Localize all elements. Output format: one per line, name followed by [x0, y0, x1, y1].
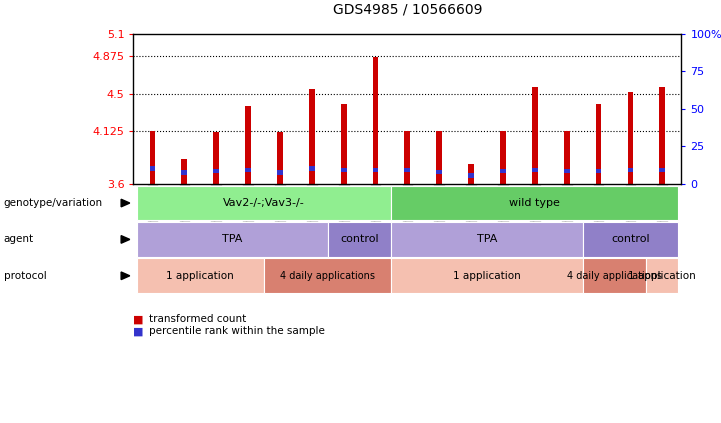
- Bar: [564, 131, 570, 184]
- Bar: [213, 169, 219, 173]
- Text: TPA: TPA: [222, 234, 242, 244]
- Bar: [309, 166, 314, 171]
- Bar: [627, 168, 633, 172]
- Text: GDS4985 / 10566609: GDS4985 / 10566609: [332, 3, 482, 17]
- Bar: [627, 92, 633, 184]
- Bar: [277, 170, 283, 175]
- Bar: [436, 132, 442, 184]
- Bar: [500, 169, 506, 173]
- Text: 4 daily applications: 4 daily applications: [567, 271, 662, 281]
- Text: 1 application: 1 application: [167, 271, 234, 281]
- Text: protocol: protocol: [4, 271, 46, 281]
- Bar: [277, 132, 283, 184]
- Text: agent: agent: [4, 234, 34, 244]
- Bar: [245, 106, 251, 184]
- Bar: [373, 168, 379, 172]
- Text: wild type: wild type: [509, 198, 560, 208]
- Bar: [182, 170, 187, 175]
- Bar: [309, 89, 314, 184]
- Bar: [468, 173, 474, 178]
- Text: control: control: [340, 234, 379, 244]
- Bar: [245, 168, 251, 172]
- Bar: [436, 170, 442, 174]
- Bar: [404, 168, 410, 172]
- Bar: [150, 131, 155, 184]
- Bar: [660, 87, 665, 184]
- Text: ■: ■: [133, 314, 144, 324]
- Bar: [660, 168, 665, 172]
- Text: control: control: [611, 234, 650, 244]
- Text: 4 daily applications: 4 daily applications: [280, 271, 375, 281]
- Bar: [468, 164, 474, 184]
- Bar: [596, 104, 601, 184]
- Text: percentile rank within the sample: percentile rank within the sample: [149, 326, 325, 336]
- Bar: [532, 168, 538, 172]
- Bar: [373, 57, 379, 184]
- Bar: [564, 169, 570, 173]
- Text: transformed count: transformed count: [149, 314, 247, 324]
- Bar: [150, 166, 155, 171]
- Bar: [213, 132, 219, 184]
- Text: 1 application: 1 application: [453, 271, 521, 281]
- Bar: [182, 159, 187, 184]
- Text: 1 application: 1 application: [629, 271, 696, 281]
- Bar: [500, 131, 506, 184]
- Text: genotype/variation: genotype/variation: [4, 198, 102, 208]
- Bar: [596, 169, 601, 173]
- Bar: [532, 87, 538, 184]
- Bar: [341, 104, 347, 184]
- Text: TPA: TPA: [477, 234, 497, 244]
- Text: ■: ■: [133, 326, 144, 336]
- Bar: [341, 168, 347, 172]
- Bar: [404, 131, 410, 184]
- Text: Vav2-/-;Vav3-/-: Vav2-/-;Vav3-/-: [223, 198, 305, 208]
